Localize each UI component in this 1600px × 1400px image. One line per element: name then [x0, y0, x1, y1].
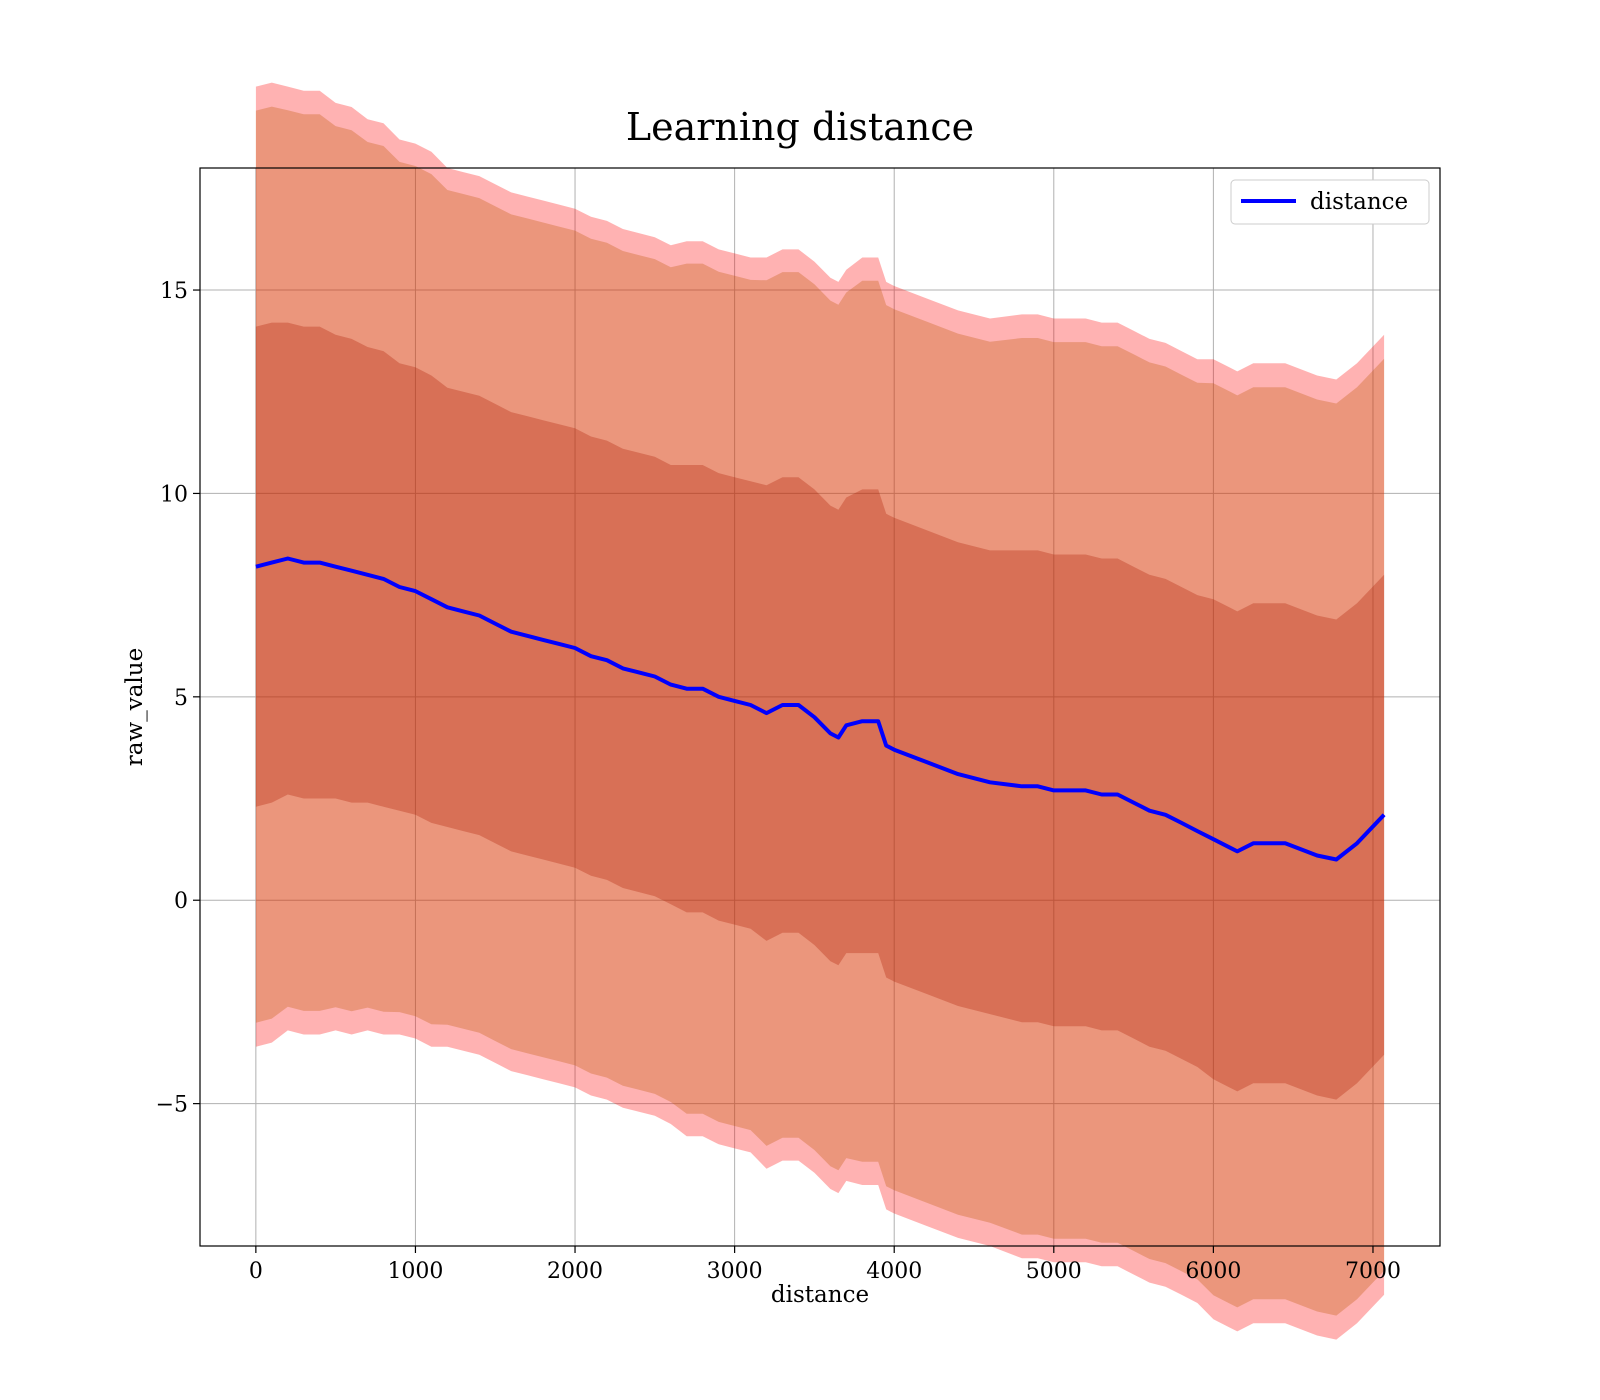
- std-band-3: [255, 82, 1385, 1340]
- y-tick-label: 5: [174, 686, 188, 711]
- grid-lines: [200, 168, 1440, 1246]
- x-tick-label: 5000: [1026, 1259, 1082, 1284]
- x-axis-ticks: 0 1000 2000 3000 4000 5000 6000 7000: [249, 1246, 1401, 1284]
- chart-title: Learning distance: [626, 105, 974, 149]
- legend-label-distance: distance: [1310, 189, 1408, 215]
- y-tick-label: 10: [160, 482, 188, 507]
- x-axis-label: distance: [771, 1282, 869, 1308]
- plot-frame: [199, 167, 1441, 1247]
- x-tick-label: 3000: [707, 1259, 763, 1284]
- std-band-1: [255, 322, 1385, 1100]
- std-band-2: [255, 106, 1385, 1316]
- series-lines: [255, 556, 1386, 862]
- x-tick-label: 0: [249, 1259, 263, 1284]
- y-tick-label: 15: [160, 279, 188, 304]
- x-tick-label: 4000: [866, 1259, 922, 1284]
- std-bands: [255, 82, 1385, 1340]
- x-tick-label: 6000: [1185, 1259, 1241, 1284]
- x-tick-label: 1000: [387, 1259, 443, 1284]
- x-tick-label: 7000: [1345, 1259, 1401, 1284]
- legend: distance: [1230, 179, 1430, 225]
- legend-box: [1230, 179, 1430, 225]
- y-tick-label: 0: [174, 889, 188, 914]
- series-line-distance: [255, 556, 1386, 862]
- y-axis-ticks: −5 0 5 10 15: [156, 279, 200, 1118]
- x-tick-label: 2000: [547, 1259, 603, 1284]
- y-tick-label: −5: [156, 1093, 188, 1118]
- y-axis-label: raw_value: [122, 648, 148, 766]
